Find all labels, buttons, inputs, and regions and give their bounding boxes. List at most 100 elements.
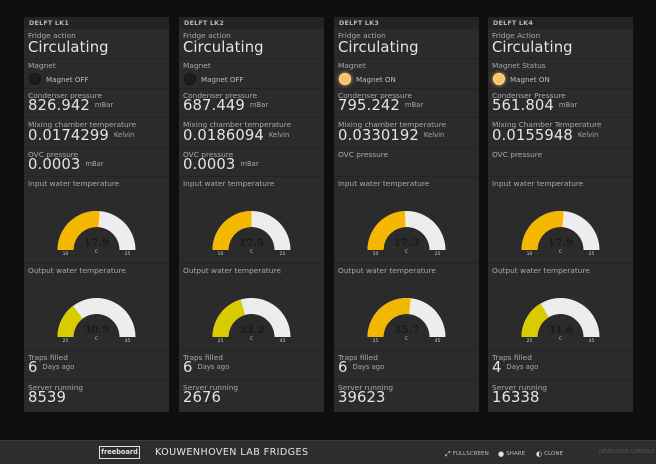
output-water-widget-gauge-unit: C bbox=[405, 336, 408, 342]
traps-filled-widget: Traps filled 6 Days ago bbox=[334, 351, 479, 381]
input-water-widget-gauge-min: 10 bbox=[218, 251, 224, 257]
condenser-pressure-widget: Condenser pressure 687.449 mBar bbox=[179, 89, 324, 118]
input-water-widget-gauge-max: 25 bbox=[125, 251, 131, 257]
ovc-pressure-widget-unit: mBar bbox=[85, 160, 104, 168]
magnet-widget: Magnet Status Magnet ON bbox=[488, 59, 633, 89]
input-water-widget: 17.5 C 10 25 Input water temperature bbox=[179, 177, 324, 264]
output-water-widget-gauge-fill bbox=[57, 305, 83, 337]
clone-button[interactable]: ◐ CLONE bbox=[536, 449, 564, 458]
magnet-status-text: Magnet OFF bbox=[201, 75, 244, 84]
magnet-label: Magnet bbox=[28, 61, 56, 70]
input-water-widget-gauge-value: 17.9 bbox=[84, 237, 110, 249]
condenser-pressure-widget-number: 561.804 bbox=[492, 97, 554, 114]
user-icon: ● bbox=[498, 450, 505, 458]
output-water-widget-gauge-max: 45 bbox=[125, 338, 131, 344]
output-water-widget-gauge: 35.7C 25 45 bbox=[367, 298, 446, 344]
mixing-chamber-widget-value: 0.0174299 Kelvin bbox=[28, 127, 134, 144]
dashboard-board: DELFT LK1 Fridge action Circulating Magnet M… bbox=[24, 17, 633, 412]
ovc-pressure-widget-value: 0.0003 mBar bbox=[28, 156, 104, 173]
clone-label: CLONE bbox=[544, 451, 564, 457]
mixing-chamber-widget-number: 0.0330192 bbox=[338, 127, 419, 144]
mixing-chamber-widget-label: Mixing chamber temperature bbox=[28, 120, 137, 129]
input-water-widget-gauge-max: 25 bbox=[280, 251, 286, 257]
traps-filled-widget-value: 4 Days ago bbox=[492, 359, 538, 376]
condenser-pressure-widget-number: 795.242 bbox=[338, 97, 400, 114]
share-button[interactable]: ● SHARE bbox=[498, 449, 525, 458]
condenser-pressure-widget-label: Condenser pressure bbox=[183, 91, 257, 100]
mixing-chamber-widget-label: Mixing chamber temperature bbox=[183, 120, 292, 129]
condenser-pressure-widget-unit: mBar bbox=[94, 101, 114, 109]
magnet-status-text: Magnet OFF bbox=[46, 75, 89, 84]
magnet-widget: Magnet Magnet ON bbox=[334, 59, 479, 89]
condenser-pressure-widget-value: 561.804 mBar bbox=[492, 97, 577, 114]
output-water-widget-gauge-value: 31.6 bbox=[548, 324, 574, 336]
mixing-chamber-widget-unit: Kelvin bbox=[113, 131, 135, 139]
input-water-widget: 17.3 C 10 25 Input water temperature bbox=[334, 177, 479, 264]
output-water-widget-gauge-track bbox=[57, 298, 136, 337]
ovc-pressure-widget-value bbox=[338, 156, 343, 173]
input-water-widget: 17.9 C 10 25 Input water temperature bbox=[24, 177, 169, 264]
server-running-widget-number: 16338 bbox=[492, 389, 540, 406]
ovc-pressure-widget: OVC pressure 0.0003 mBar bbox=[179, 148, 324, 177]
freeboard-logo[interactable]: freeboard bbox=[99, 446, 140, 459]
output-water-widget-label: Output water temperature bbox=[28, 266, 126, 275]
input-water-widget-gauge-unit: C bbox=[559, 249, 562, 255]
server-running-widget-value: 8539 bbox=[28, 389, 66, 406]
input-water-widget-gauge-value: 17.9 bbox=[548, 237, 574, 249]
magnet-label: Magnet bbox=[183, 61, 211, 70]
fridge-action-widget-label: Fridge action bbox=[338, 31, 386, 40]
output-water-widget-gauge-min: 25 bbox=[218, 338, 224, 344]
developer-console-link[interactable]: DEVELOPER CONSOLE bbox=[599, 449, 655, 455]
condenser-pressure-widget-value: 795.242 mBar bbox=[338, 97, 423, 114]
server-running-widget-number: 2676 bbox=[183, 389, 222, 406]
ovc-pressure-widget: OVC pressure 0.0003 mBar bbox=[24, 148, 169, 177]
output-water-widget-gauge-min: 25 bbox=[527, 338, 533, 344]
fridge-action-widget-value: Circulating bbox=[492, 39, 573, 56]
mixing-chamber-widget: Mixing chamber temperature 0.0330192 Kelvi… bbox=[334, 118, 479, 148]
ovc-pressure-widget: OVC pressure bbox=[488, 148, 633, 177]
fullscreen-button[interactable]: ⤢ FULLSCREEN bbox=[445, 449, 489, 458]
traps-filled-widget-unit: Days ago bbox=[352, 363, 385, 371]
magnet-status-light bbox=[339, 73, 351, 85]
condenser-pressure-widget-unit: mBar bbox=[249, 101, 269, 109]
input-water-widget-gauge: 17.5C 10 25 bbox=[212, 211, 291, 257]
traps-filled-widget-number: 6 bbox=[338, 359, 348, 376]
fridge-panel-1: DELFT LK1 Fridge action Circulating Magnet M… bbox=[24, 17, 169, 412]
condenser-pressure-widget-value: 826.942 mBar bbox=[28, 97, 113, 114]
output-water-widget: 33.2 C 25 45 Output water temperature bbox=[179, 264, 324, 351]
output-water-widget: 35.7 C 25 45 Output water temperature bbox=[334, 264, 479, 351]
magnet-label: Magnet Status bbox=[492, 61, 546, 70]
fridge-panel-3: DELFT LK3 Fridge action Circulating Magnet M… bbox=[334, 17, 479, 412]
contrast-icon: ◐ bbox=[536, 450, 543, 458]
traps-filled-widget-value: 6 Days ago bbox=[338, 359, 384, 376]
traps-filled-widget-number: 6 bbox=[183, 359, 193, 376]
server-running-widget-value: 39623 bbox=[338, 389, 386, 406]
output-water-widget-gauge-unit: C bbox=[95, 336, 98, 342]
mixing-chamber-widget-unit: Kelvin bbox=[268, 131, 290, 139]
output-water-widget-gauge-min: 25 bbox=[63, 338, 69, 344]
fridge-action-widget: Fridge Action Circulating bbox=[488, 29, 633, 59]
input-water-widget-gauge-fill bbox=[521, 211, 564, 250]
fridge-action-widget-value: Circulating bbox=[338, 39, 419, 56]
mixing-chamber-widget-number: 0.0174299 bbox=[28, 127, 109, 144]
fridge-action-widget-number: Circulating bbox=[492, 39, 573, 56]
input-water-widget-gauge-fill bbox=[367, 211, 406, 250]
input-water-widget-label: Input water temperature bbox=[338, 179, 430, 188]
magnet-status-text: Magnet ON bbox=[356, 75, 396, 84]
fridge-action-widget-label: Fridge action bbox=[183, 31, 231, 40]
magnet-label: Magnet bbox=[338, 61, 366, 70]
input-water-widget-gauge-fill bbox=[57, 211, 100, 250]
condenser-pressure-widget-number: 687.449 bbox=[183, 97, 245, 114]
mixing-chamber-widget-unit: Kelvin bbox=[577, 131, 599, 139]
input-water-widget-gauge-fill bbox=[212, 211, 252, 250]
input-water-widget-gauge-unit: C bbox=[95, 249, 98, 255]
magnet-status-light bbox=[29, 73, 41, 85]
traps-filled-widget-unit: Days ago bbox=[197, 363, 230, 371]
mixing-chamber-widget-label: Mixing chamber temperature bbox=[338, 120, 447, 129]
traps-filled-widget-value: 6 Days ago bbox=[183, 359, 229, 376]
condenser-pressure-widget-unit: mBar bbox=[404, 101, 424, 109]
fridge-action-widget-number: Circulating bbox=[338, 39, 419, 56]
condenser-pressure-widget: Condenser Pressure 561.804 mBar bbox=[488, 89, 633, 118]
input-water-widget-label: Input water temperature bbox=[183, 179, 275, 188]
input-water-widget-label: Input water temperature bbox=[492, 179, 584, 188]
